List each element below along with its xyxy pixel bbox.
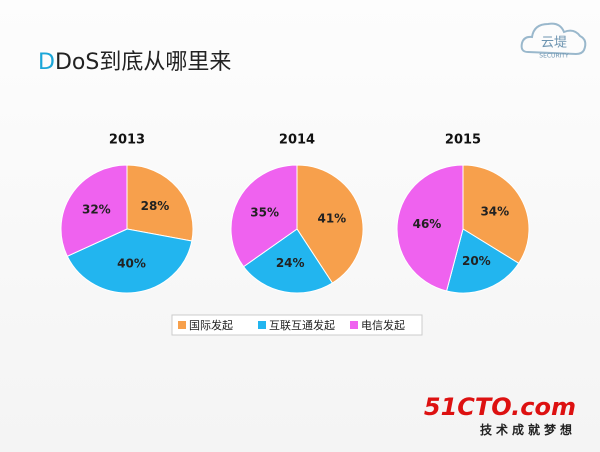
pie-slice: [445, 228, 520, 294]
data-label: 24%: [276, 256, 305, 270]
data-label: 20%: [462, 254, 491, 268]
pie-slice: [126, 164, 194, 242]
pie-slice: [66, 228, 193, 294]
legend-label: 互联互通发起: [269, 318, 335, 332]
site-logo: 51CTO.com 技术成就梦想: [424, 393, 576, 438]
legend-label: 国际发起: [189, 318, 233, 332]
site-logo-slogan: 技术成就梦想: [479, 423, 576, 437]
legend-swatch: [258, 321, 266, 329]
legend-swatch: [178, 321, 186, 329]
data-label: 34%: [480, 205, 509, 219]
chart-title: 2013: [109, 133, 145, 148]
pie-slice: [60, 164, 128, 257]
site-logo-name: 51CTO.com: [423, 393, 576, 421]
legend: 国际发起 互联互通发起 电信发起: [171, 314, 423, 336]
data-label: 41%: [317, 212, 346, 226]
cloud-shape: [520, 22, 587, 56]
legend-box: [171, 314, 423, 336]
pie-slice: [242, 228, 334, 294]
data-label: 40%: [117, 256, 146, 270]
legend-swatch: [350, 321, 358, 329]
data-label: 28%: [141, 199, 170, 213]
data-label: 35%: [250, 206, 279, 220]
legend-label: 电信发起: [361, 318, 405, 332]
chart-title: 2015: [445, 133, 481, 148]
cloud-logo: 云堤 SECURITY: [520, 22, 587, 60]
data-label: 32%: [82, 203, 111, 217]
charts: 2013 28% 40% 32% 2014 41% 24% 35% 2015 34% 20% 46% 国…: [60, 133, 530, 336]
chart-title: 2014: [279, 133, 315, 148]
cloud-logo-sub: SECURITY: [539, 53, 569, 60]
slide-title: DDoS到底从哪里来: [38, 50, 232, 75]
cloud-logo-text: 云堤: [541, 36, 567, 51]
data-label: 46%: [413, 217, 442, 231]
pie-slice: [230, 164, 298, 268]
pie-slice: [396, 164, 464, 292]
